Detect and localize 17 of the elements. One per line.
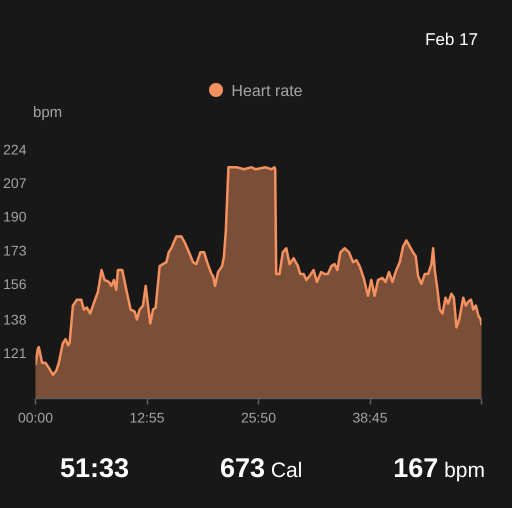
- y-tick-label: 173: [3, 242, 27, 258]
- text: 51:33: [60, 453, 130, 483]
- x-tick-label: 00:00: [18, 410, 54, 426]
- x-tick-label: 12:55: [129, 410, 165, 426]
- y-tick-label: 190: [3, 208, 27, 225]
- text: Feb 17: [425, 30, 478, 50]
- y-tick-label: 224: [3, 142, 27, 158]
- y-tick-label: 156: [3, 276, 27, 292]
- legend-label: Heart rate: [230, 83, 303, 100]
- y-tick-label: 207: [3, 175, 27, 192]
- x-tick-label: 38:45: [352, 410, 388, 426]
- x-tick-label: 25:50: [240, 410, 276, 426]
- text: 167 bpm: [393, 453, 485, 483]
- text: 673 Cal: [220, 453, 302, 483]
- y-tick-label: 121: [3, 345, 27, 362]
- y-axis-title: bpm: [33, 104, 62, 122]
- y-tick-label: 138: [3, 311, 27, 328]
